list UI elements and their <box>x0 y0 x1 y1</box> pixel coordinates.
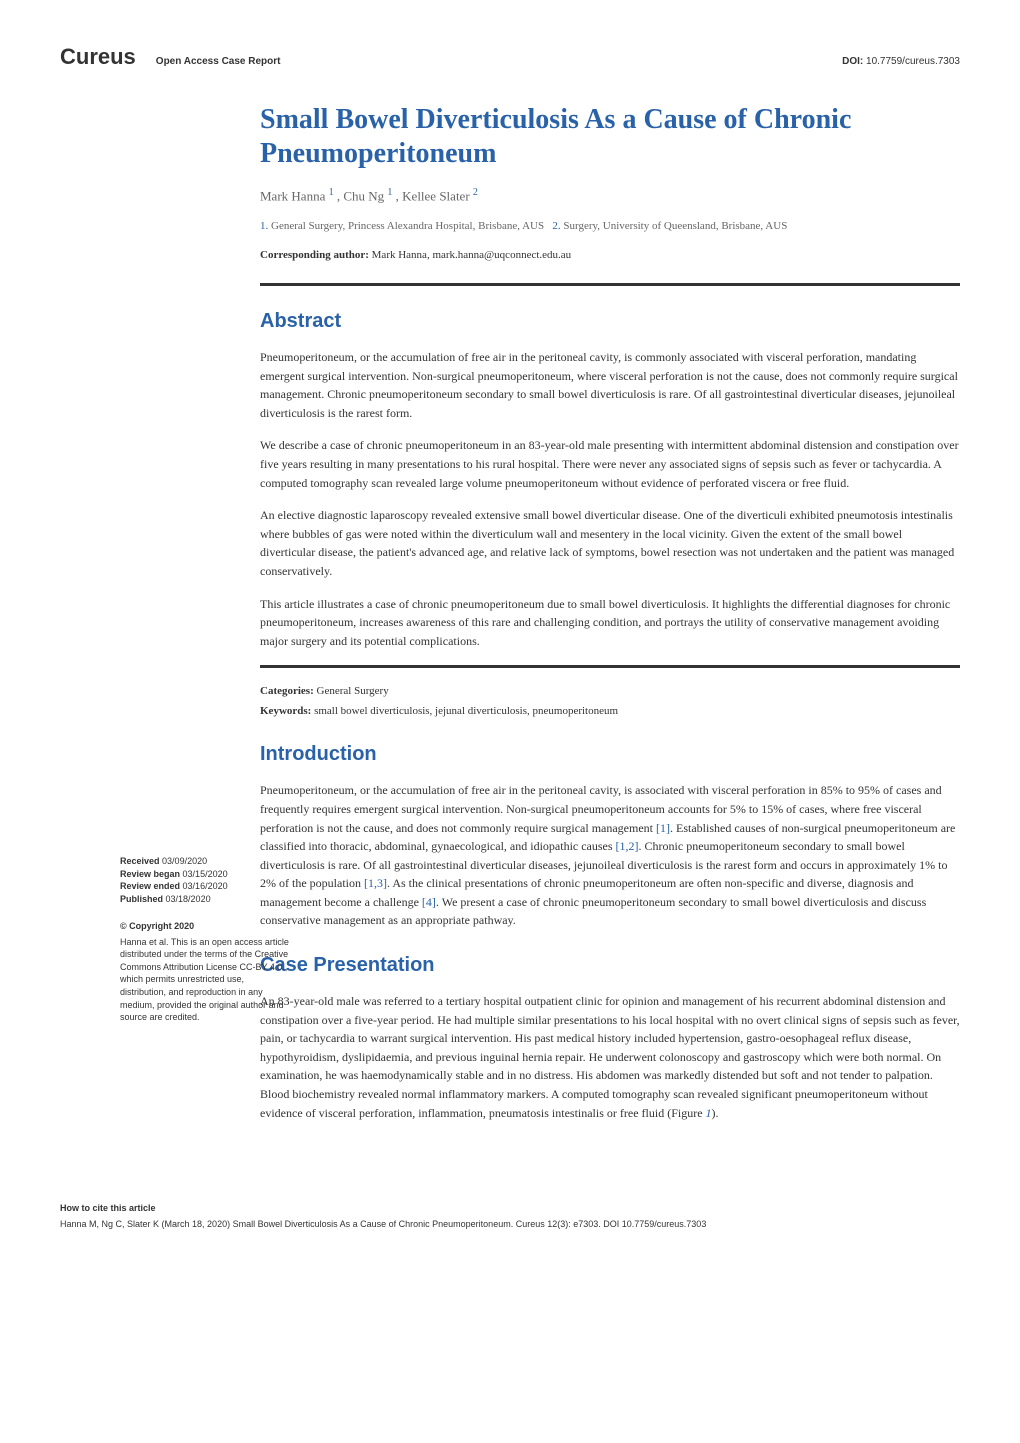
sidebar-dates: Received 03/09/2020 Review began 03/15/2… <box>120 855 290 905</box>
affiliation-text: General Surgery, Princess Alexandra Hosp… <box>271 220 544 232</box>
affiliation-number: 2. <box>552 220 560 232</box>
keywords-row: Keywords: small bowel diverticulosis, je… <box>260 703 960 720</box>
review-began-label: Review began <box>120 869 180 879</box>
review-ended-label: Review ended <box>120 881 180 891</box>
abstract-heading: Abstract <box>260 306 960 336</box>
affiliation-number: 1. <box>260 220 268 232</box>
keywords-label: Keywords: <box>260 705 311 717</box>
abstract-paragraph: This article illustrates a case of chron… <box>260 595 960 651</box>
reference-link[interactable]: [4] <box>422 895 436 909</box>
introduction-heading: Introduction <box>260 739 960 769</box>
introduction-paragraph: Pneumoperitoneum, or the accumulation of… <box>260 781 960 930</box>
doi-label: DOI: <box>842 56 863 67</box>
author-name: Chu Ng <box>343 189 384 204</box>
author-aff-sup: 1 <box>387 187 392 198</box>
copyright-text: Hanna et al. This is an open access arti… <box>120 936 290 1024</box>
corresponding-author: Corresponding author: Mark Hanna, mark.h… <box>260 247 960 264</box>
author-name: Mark Hanna <box>260 189 325 204</box>
footer: How to cite this article Hanna M, Ng C, … <box>60 1202 960 1231</box>
case-presentation-heading: Case Presentation <box>260 950 960 980</box>
reference-link[interactable]: [1,3] <box>364 876 387 890</box>
reference-link[interactable]: [1,2] <box>616 839 639 853</box>
footer-citation: Hanna M, Ng C, Slater K (March 18, 2020)… <box>60 1218 960 1232</box>
categories-row: Categories: General Surgery <box>260 683 960 700</box>
categories-value: General Surgery <box>317 685 389 697</box>
sidebar-copyright: © Copyright 2020 Hanna et al. This is an… <box>120 920 290 1024</box>
published-row: Published 03/18/2020 <box>120 893 290 906</box>
categories-label: Categories: <box>260 685 314 697</box>
author-aff-sup: 2 <box>473 187 478 198</box>
author-name: Kellee Slater <box>402 189 470 204</box>
author-aff-sup: 1 <box>329 187 334 198</box>
logo: Cureus <box>60 40 136 73</box>
review-ended-row: Review ended 03/16/2020 <box>120 880 290 893</box>
main-content: Small Bowel Diverticulosis As a Cause of… <box>260 103 960 1122</box>
case-text: An 83-year-old male was referred to a te… <box>260 994 960 1120</box>
keywords-value: small bowel diverticulosis, jejunal dive… <box>314 705 618 717</box>
review-ended-date: 03/16/2020 <box>183 881 228 891</box>
divider <box>260 283 960 286</box>
authors-list: Mark Hanna 1 , Chu Ng 1 , Kellee Slater … <box>260 185 960 206</box>
copyright-heading: © Copyright 2020 <box>120 920 290 933</box>
received-row: Received 03/09/2020 <box>120 855 290 868</box>
header: Cureus Open Access Case Report DOI: 10.7… <box>60 40 960 73</box>
divider <box>260 665 960 668</box>
doi-block: DOI: 10.7759/cureus.7303 <box>842 54 960 69</box>
published-date: 03/18/2020 <box>166 894 211 904</box>
case-text: ). <box>712 1106 719 1120</box>
review-began-row: Review began 03/15/2020 <box>120 868 290 881</box>
received-date: 03/09/2020 <box>162 856 207 866</box>
footer-heading: How to cite this article <box>60 1202 960 1216</box>
reference-link[interactable]: [1] <box>656 821 670 835</box>
doi-value: 10.7759/cureus.7303 <box>866 56 960 67</box>
abstract-paragraph: An elective diagnostic laparoscopy revea… <box>260 506 960 580</box>
case-presentation-paragraph: An 83-year-old male was referred to a te… <box>260 992 960 1122</box>
received-label: Received <box>120 856 160 866</box>
review-began-date: 03/15/2020 <box>183 869 228 879</box>
affiliations: 1. General Surgery, Princess Alexandra H… <box>260 218 960 235</box>
abstract-paragraph: Pneumoperitoneum, or the accumulation of… <box>260 348 960 422</box>
affiliation-text: Surgery, University of Queensland, Brisb… <box>563 220 787 232</box>
page-container: Cureus Open Access Case Report DOI: 10.7… <box>60 40 960 1231</box>
article-title: Small Bowel Diverticulosis As a Cause of… <box>260 103 960 170</box>
published-label: Published <box>120 894 163 904</box>
corresponding-text: Mark Hanna, mark.hanna@uqconnect.edu.au <box>372 249 572 261</box>
abstract-paragraph: We describe a case of chronic pneumoperi… <box>260 436 960 492</box>
corresponding-label: Corresponding author: <box>260 249 369 261</box>
copyright-label: © Copyright 2020 <box>120 921 194 931</box>
report-type: Open Access Case Report <box>156 56 281 68</box>
